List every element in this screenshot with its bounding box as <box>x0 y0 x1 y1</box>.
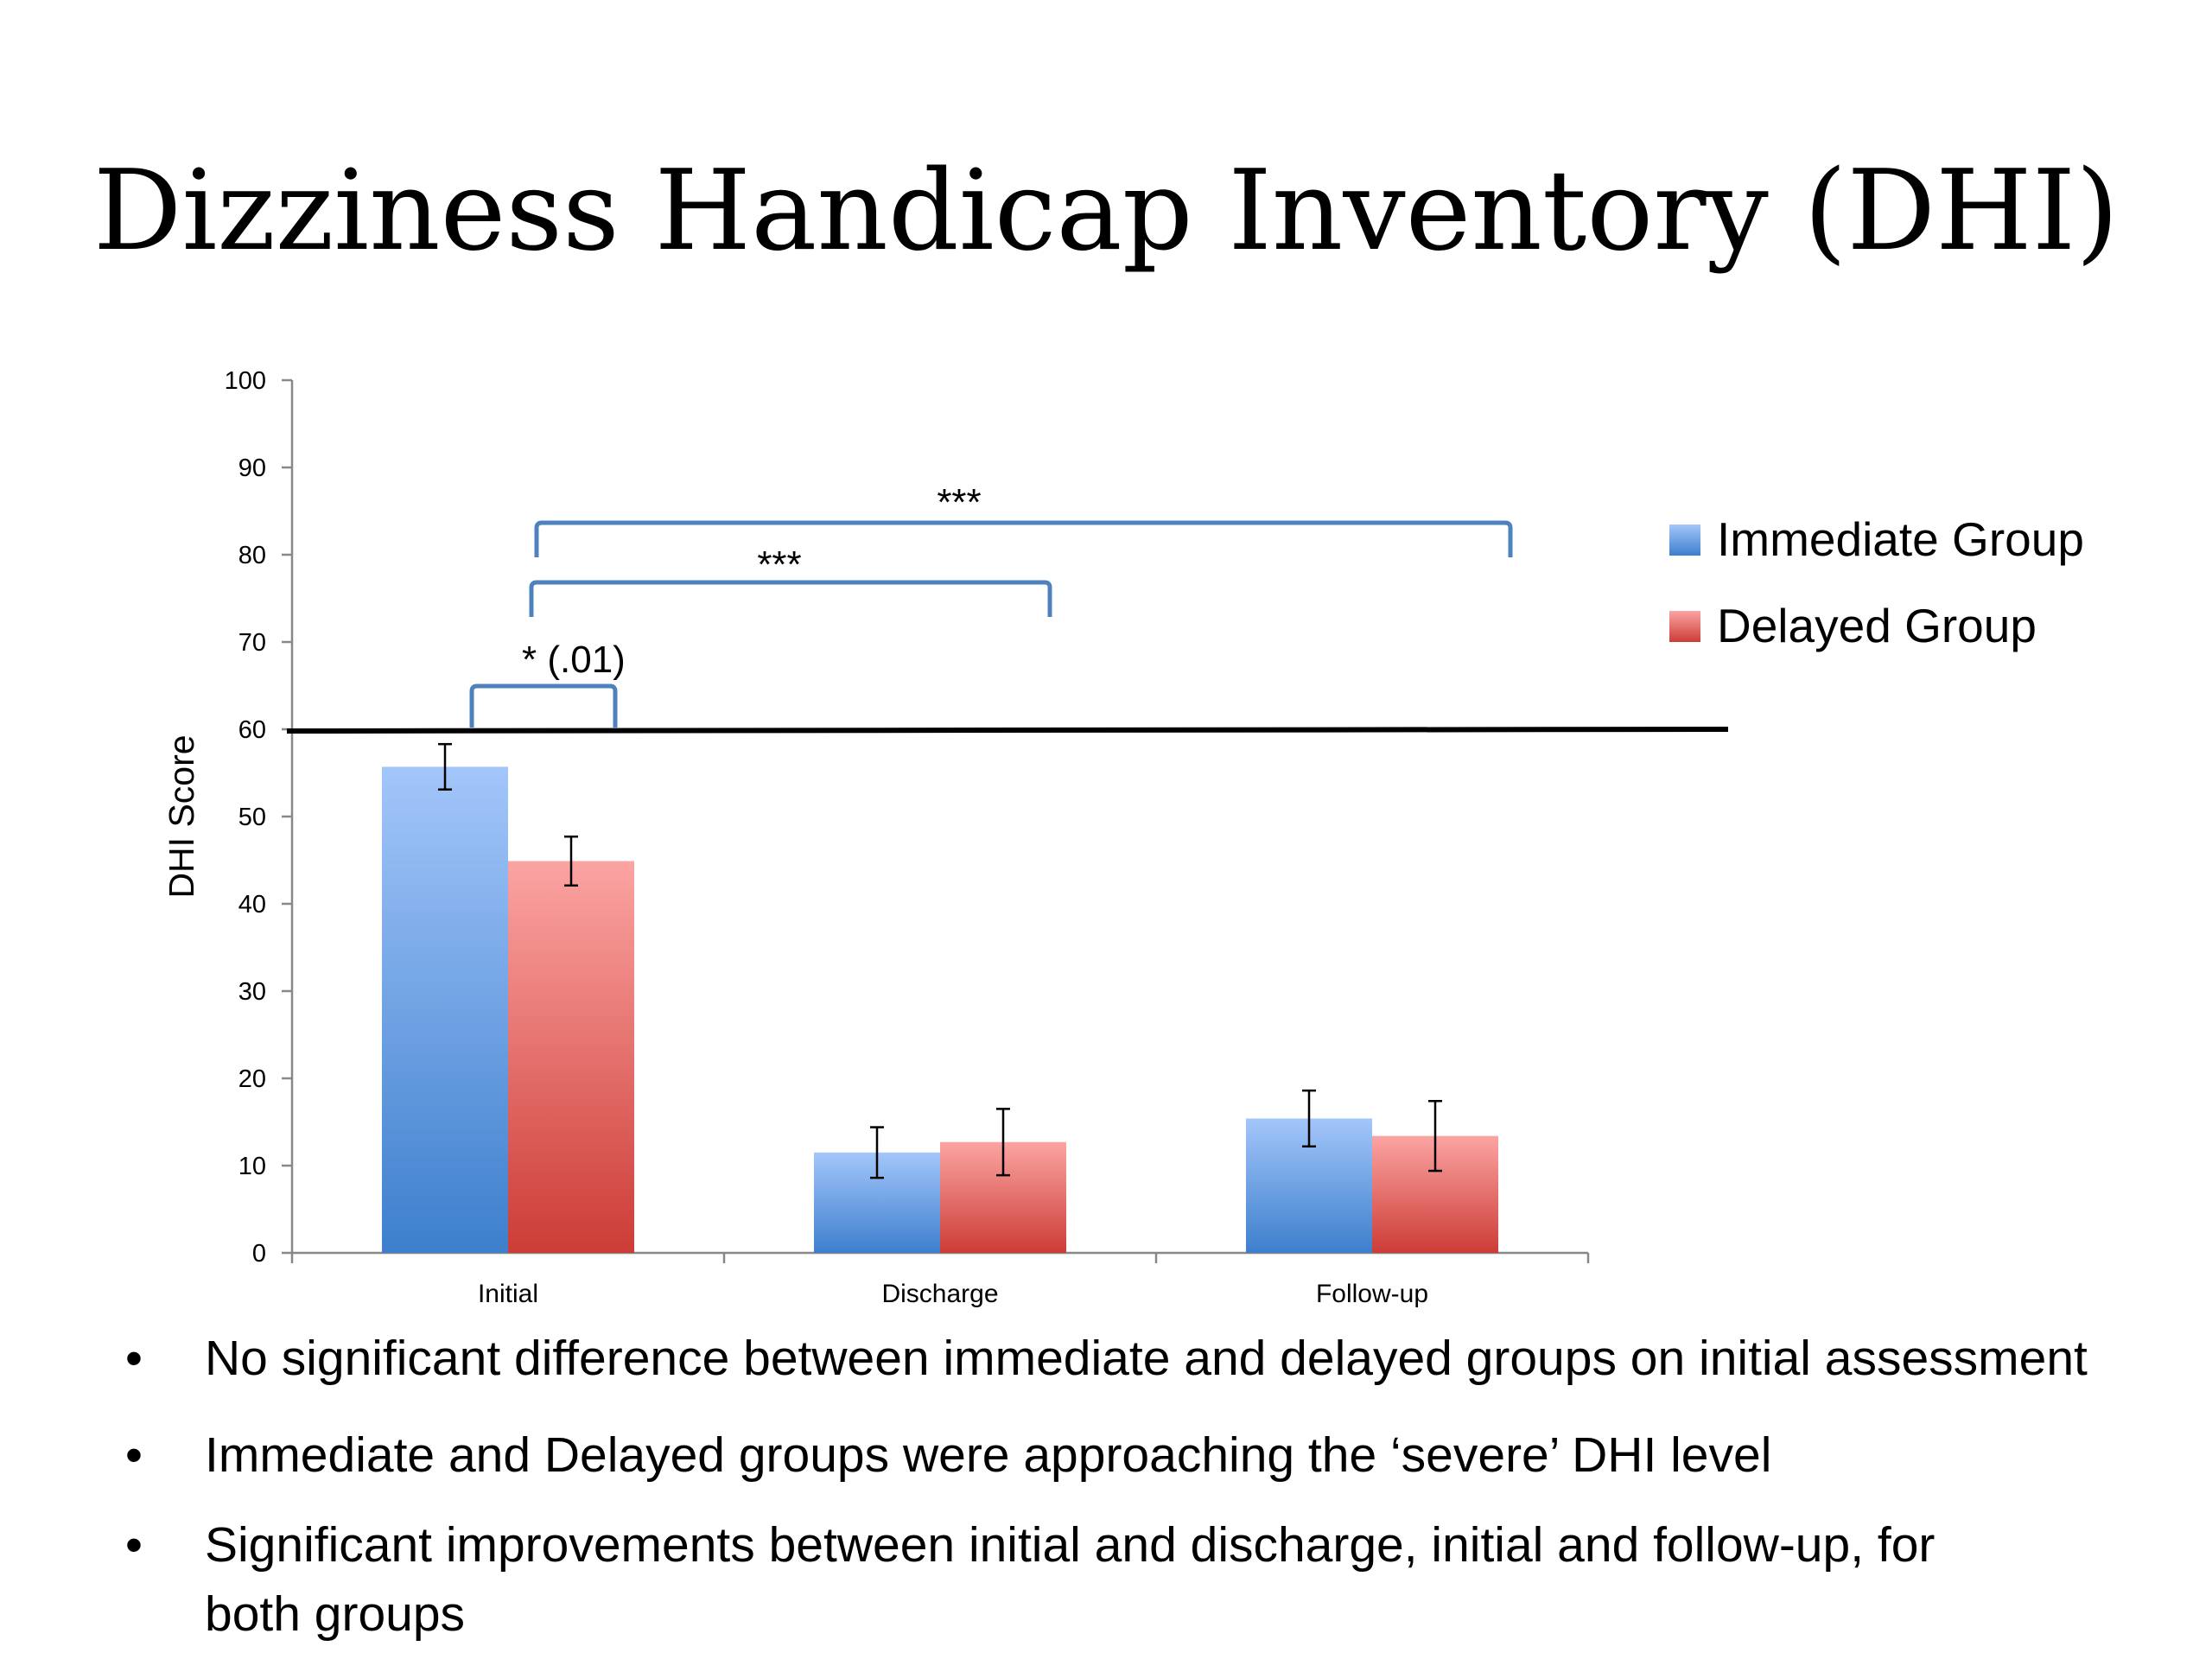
significance-label: *** <box>757 543 801 586</box>
y-tick-label: 100 <box>225 367 266 395</box>
significance-bracket <box>469 683 618 728</box>
y-tick-label: 60 <box>238 716 266 744</box>
legend-label: Delayed Group <box>1717 599 2037 652</box>
significance-label: * (.01) <box>522 639 626 681</box>
bar <box>382 766 508 1253</box>
y-tick-label: 80 <box>238 542 266 569</box>
finding-item: • Immediate and Delayed groups were appr… <box>125 1421 2182 1490</box>
x-tick-label: Initial <box>478 1280 538 1308</box>
y-tick-label: 50 <box>238 804 266 831</box>
bullet-marker: • <box>125 1427 143 1483</box>
legend-swatch <box>1669 524 1700 556</box>
legend-swatch <box>1669 611 1700 642</box>
finding-text: Immediate and Delayed groups were approa… <box>205 1427 1772 1483</box>
finding-text: No significant difference between immedi… <box>205 1331 2088 1386</box>
y-tick-label: 40 <box>238 891 266 918</box>
bullet-marker: • <box>125 1331 143 1386</box>
x-tick-label: Discharge <box>881 1280 998 1308</box>
finding-text: Significant improvements between initial… <box>205 1517 1936 1642</box>
findings-list: • No significant difference between imme… <box>125 1324 2182 1649</box>
finding-item: • Significant improvements between initi… <box>125 1510 2019 1649</box>
y-tick-label: 70 <box>238 629 266 657</box>
dhi-bar-chart: 0 10 20 30 40 50 60 70 80 90 100 Initial Discharge Fo… <box>162 367 2084 1308</box>
significance-bracket <box>534 520 1513 557</box>
y-axis-title: DHI Score <box>162 734 201 898</box>
slide-title: Dizziness Handicap Inventory (DHI) <box>92 147 2120 276</box>
finding-item: • No significant difference between imme… <box>125 1324 2182 1393</box>
legend-label: Immediate Group <box>1717 512 2084 566</box>
bullet-marker: • <box>125 1517 143 1573</box>
y-tick-label: 30 <box>238 978 266 1006</box>
significance-bracket <box>529 580 1052 617</box>
y-tick-label: 90 <box>238 454 266 482</box>
y-tick-label: 20 <box>238 1065 266 1093</box>
y-tick-label: 0 <box>252 1240 266 1268</box>
y-tick-label: 10 <box>238 1153 266 1180</box>
x-tick-label: Follow-up <box>1316 1280 1428 1308</box>
significance-label: *** <box>937 481 981 524</box>
bar <box>508 861 634 1253</box>
severe-threshold-line <box>286 727 1729 734</box>
